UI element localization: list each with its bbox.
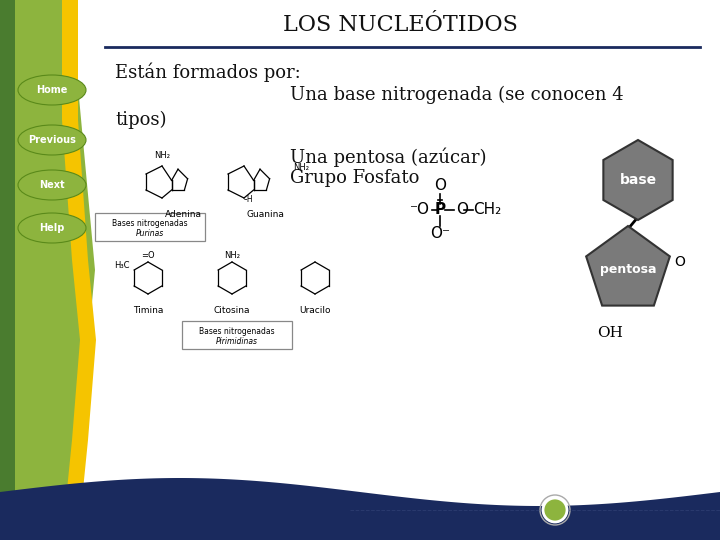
Text: ⁻O: ⁻O — [410, 202, 430, 218]
Text: O: O — [674, 255, 685, 269]
Text: OH: OH — [597, 326, 623, 340]
Polygon shape — [15, 0, 95, 540]
Text: P: P — [434, 202, 446, 218]
Text: O: O — [456, 202, 468, 218]
Text: Next: Next — [39, 180, 65, 190]
Text: NH₂: NH₂ — [293, 163, 309, 172]
Polygon shape — [603, 140, 672, 220]
Text: O⁻: O⁻ — [430, 226, 450, 241]
Text: H₃C: H₃C — [114, 260, 130, 269]
Text: base: base — [619, 173, 657, 187]
Ellipse shape — [18, 125, 86, 155]
Text: Están formados por:: Están formados por: — [115, 62, 301, 82]
Text: Timina: Timina — [132, 306, 163, 315]
Text: tipos): tipos) — [115, 111, 166, 129]
Text: O: O — [434, 179, 446, 193]
Ellipse shape — [18, 170, 86, 200]
Polygon shape — [586, 226, 670, 306]
Text: Pirimidinas: Pirimidinas — [216, 338, 258, 347]
Text: Guanina: Guanina — [246, 210, 284, 219]
Text: CH₂: CH₂ — [473, 202, 501, 218]
Text: Adenina: Adenina — [164, 210, 202, 219]
Polygon shape — [62, 0, 96, 540]
Text: Una pentosa (azúcar): Una pentosa (azúcar) — [290, 147, 487, 167]
Text: LOS NUCLEÓTIDOS: LOS NUCLEÓTIDOS — [282, 14, 518, 36]
Polygon shape — [0, 0, 15, 540]
Text: NH₂: NH₂ — [224, 251, 240, 260]
Text: Grupo Fosfato: Grupo Fosfato — [290, 169, 419, 187]
Ellipse shape — [18, 213, 86, 243]
Text: Help: Help — [40, 223, 65, 233]
Text: Bases nitrogenadas: Bases nitrogenadas — [112, 219, 188, 228]
Text: Una base nitrogenada (se conocen 4: Una base nitrogenada (se conocen 4 — [290, 86, 624, 104]
Text: NH₂: NH₂ — [154, 151, 170, 160]
Text: –H: –H — [244, 195, 253, 205]
Text: Home: Home — [36, 85, 68, 95]
Text: Uracilo: Uracilo — [300, 306, 330, 315]
Text: Bases nitrogenadas: Bases nitrogenadas — [199, 327, 275, 336]
Text: =O: =O — [141, 251, 155, 260]
Ellipse shape — [18, 75, 86, 105]
Text: Citosina: Citosina — [214, 306, 251, 315]
Text: pentosa: pentosa — [600, 264, 656, 276]
FancyBboxPatch shape — [95, 213, 205, 241]
Text: Previous: Previous — [28, 135, 76, 145]
FancyBboxPatch shape — [182, 321, 292, 349]
Text: Purinas: Purinas — [136, 230, 164, 239]
Circle shape — [543, 498, 567, 522]
